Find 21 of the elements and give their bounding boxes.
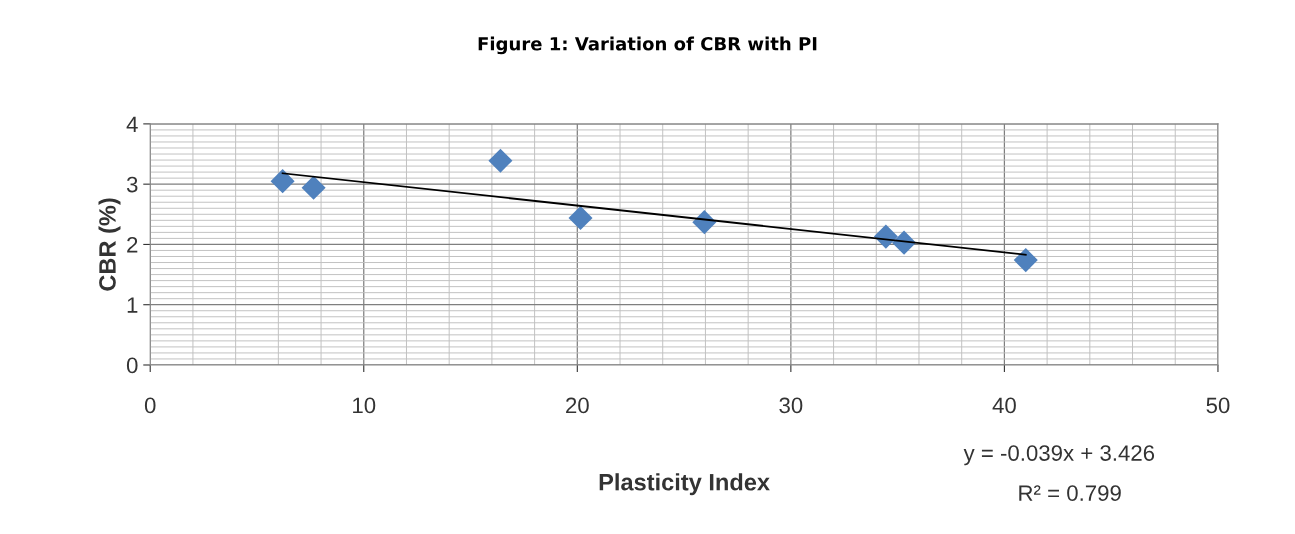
x-axis-title: Plasticity Index	[599, 473, 770, 496]
point	[301, 175, 326, 200]
chart-title: Figure 1: Variation of CBR with PI	[478, 36, 817, 55]
point	[1013, 248, 1038, 273]
y-axis-title: CBR (%)	[98, 198, 121, 291]
x-tick-label: 20	[566, 397, 589, 414]
x-tick-label: 0	[144, 397, 156, 414]
text: R² = 0.799	[1019, 485, 1121, 501]
x-tick-label: 40	[992, 397, 1016, 414]
x-tick-label: 50	[1206, 397, 1230, 414]
y-tick-label: 3	[126, 176, 138, 193]
y-tick-label: 1	[127, 297, 138, 313]
y-tick-label: 0	[126, 357, 138, 374]
x-tick-label: 30	[779, 397, 803, 414]
x-tick-label: 10	[353, 397, 376, 414]
point	[270, 169, 295, 194]
y-tick-label: 2	[127, 236, 138, 253]
y-tick-label: 4	[126, 116, 138, 132]
point	[568, 205, 593, 230]
point	[488, 148, 513, 173]
text: y = -0.039x + 3.426	[963, 445, 1155, 466]
